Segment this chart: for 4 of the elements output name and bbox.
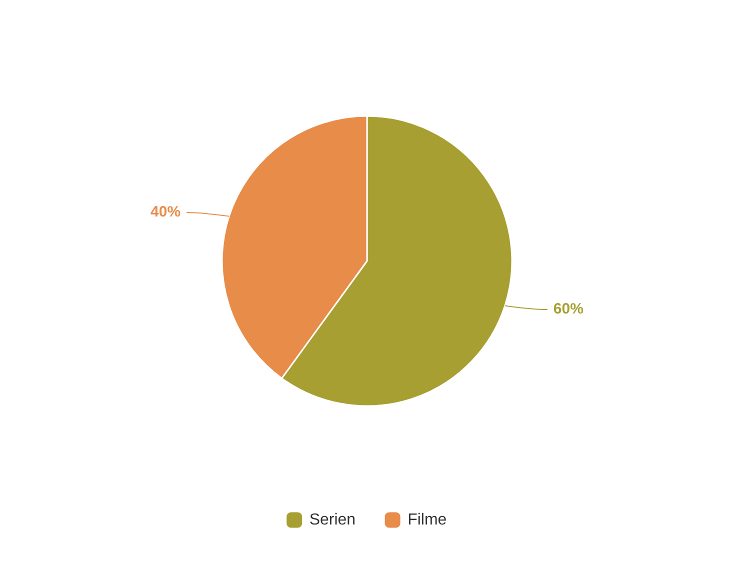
data-label: 60% xyxy=(553,300,584,318)
legend-label: Filme xyxy=(408,511,447,528)
legend-label: Serien xyxy=(309,511,356,528)
data-label: 40% xyxy=(150,204,181,221)
